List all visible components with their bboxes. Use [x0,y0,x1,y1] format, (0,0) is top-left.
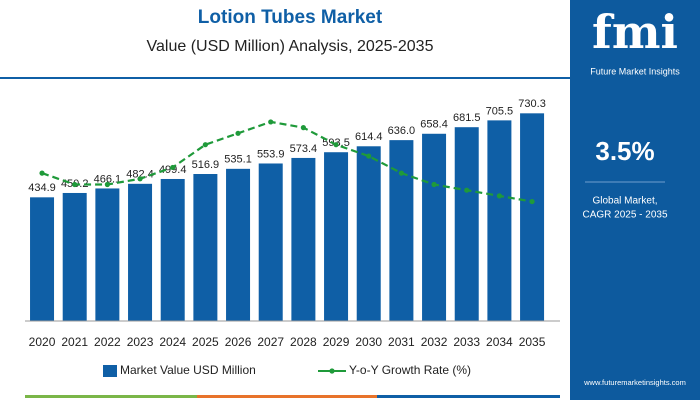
line [41,120,533,203]
line-point [496,193,502,199]
cagr-label: CAGR 2025 - 2035 [582,210,667,221]
x-tick-label: 2028 [290,335,317,349]
legend-swatch [329,368,335,374]
bar [226,168,251,321]
data-label: 614.4 [355,131,383,143]
x-tick-label: 2034 [486,335,513,349]
line-point [398,170,404,176]
side-panel [570,0,700,400]
line-point [300,125,306,131]
legend-label: Y-o-Y Growth Rate (%) [349,363,471,377]
cagr-value: 3.5% [595,136,654,166]
line-point [170,164,176,171]
bar [128,183,153,321]
logo: fmi [592,5,678,59]
x-tick-label: 2033 [453,335,480,349]
bar [454,127,479,321]
bar [324,152,349,321]
x-tick-label: 2032 [421,335,448,349]
line-point [464,187,470,193]
line-point [529,198,535,205]
url: www.futuremarketinsights.com [583,378,686,387]
data-label: 658.4 [420,119,448,131]
line-point [104,181,110,188]
data-label: 482.4 [126,169,154,181]
data-label: 636.0 [388,125,416,137]
bar [193,174,218,321]
x-tick-label: 2022 [94,335,121,349]
bar [389,140,414,321]
data-label: 516.9 [192,159,220,171]
data-label: 730.3 [518,98,546,110]
bar [30,197,55,321]
data-label: 466.1 [94,173,122,185]
data-label: 535.1 [224,154,252,166]
x-tick-label: 2023 [127,335,154,349]
footer-strip [197,395,377,398]
bar [356,146,381,321]
line-point [235,130,241,136]
bar [291,157,316,321]
chart-subtitle: Value (USD Million) Analysis, 2025-2035 [147,38,434,55]
data-label: 573.4 [290,143,318,155]
legend-label: Market Value USD Million [120,363,256,377]
bar [487,120,512,321]
bar [95,188,120,321]
data-label: 705.5 [486,105,514,117]
line-point [333,142,339,148]
x-tick-label: 2027 [257,335,284,349]
legend-swatch [103,365,117,377]
line-point [39,170,45,176]
cagr-label: Global Market, [592,196,657,207]
x-tick-label: 2021 [61,335,88,349]
footer-strip [377,395,560,398]
x-tick-label: 2031 [388,335,415,349]
line-point [431,181,437,188]
bar [160,178,185,321]
line-point [137,176,143,182]
bar [520,113,545,321]
x-tick-label: 2020 [29,335,56,349]
x-tick-label: 2024 [159,335,186,349]
data-label: 434.9 [28,182,56,194]
line-point [268,119,274,125]
footer-strip [25,395,197,398]
x-tick-label: 2030 [355,335,382,349]
x-tick-label: 2029 [323,335,350,349]
line-point [202,142,208,148]
line-point [72,181,78,188]
x-tick-label: 2025 [192,335,219,349]
bar [258,163,283,321]
x-tick-label: 2026 [225,335,252,349]
line-point [366,153,372,159]
x-tick-label: 2035 [519,335,546,349]
brand: Future Market Insights [590,66,680,76]
data-label: 681.5 [453,112,481,124]
bar [62,192,87,321]
data-label: 553.9 [257,148,285,160]
chart-title: Lotion Tubes Market [198,7,383,28]
bar [422,133,447,321]
